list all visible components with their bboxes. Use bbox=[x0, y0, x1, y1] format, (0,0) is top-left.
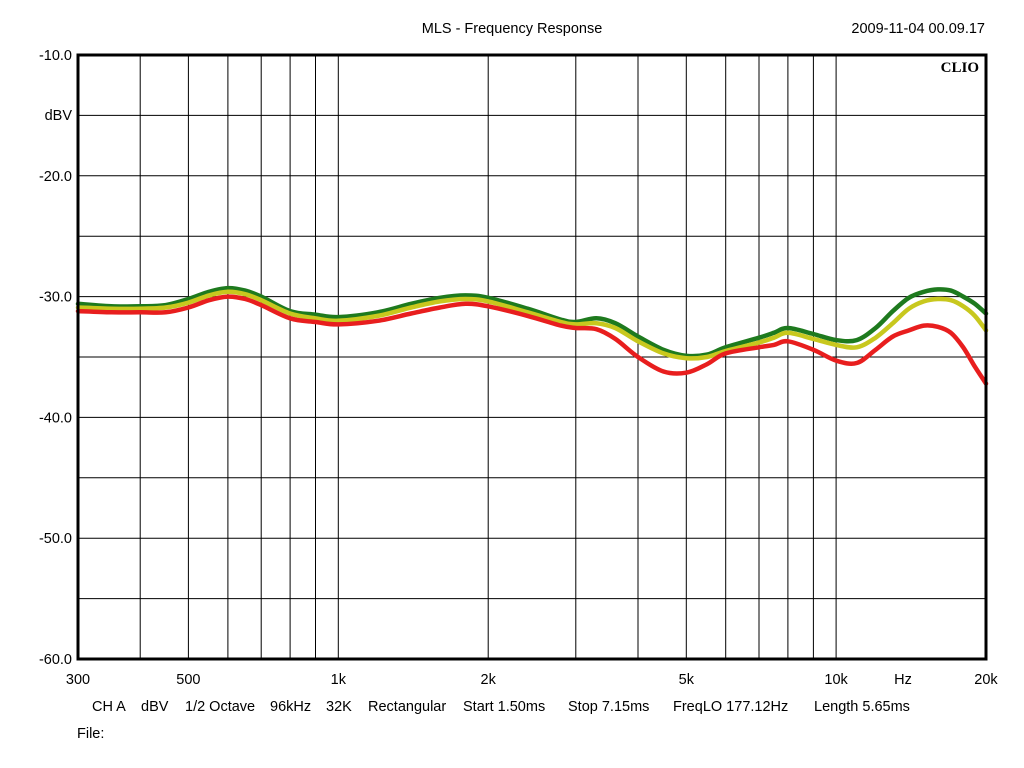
y-tick-label: -60.0 bbox=[39, 652, 72, 668]
status-unit: dBV bbox=[141, 699, 169, 715]
x-tick-label: 500 bbox=[176, 672, 200, 688]
status-size: 32K bbox=[326, 699, 352, 715]
y-axis-unit-label: dBV bbox=[45, 108, 73, 124]
file-label: File: bbox=[77, 726, 104, 742]
status-sample-rate: 96kHz bbox=[270, 699, 311, 715]
x-tick-labels: 300 500 1k 2k 5k 10k 20k bbox=[66, 672, 999, 688]
chart-timestamp: 2009-11-04 00.09.17 bbox=[851, 21, 985, 37]
x-axis-unit-label: Hz bbox=[894, 672, 912, 688]
status-channel: CH A bbox=[92, 699, 126, 715]
y-tick-label: -20.0 bbox=[39, 169, 72, 185]
x-tick-label: 5k bbox=[679, 672, 695, 688]
x-tick-label: 10k bbox=[824, 672, 848, 688]
y-tick-label: -40.0 bbox=[39, 410, 72, 426]
status-freq-lo: FreqLO 177.12Hz bbox=[673, 699, 788, 715]
series-line-3 bbox=[75, 294, 989, 386]
status-stop: Stop 7.15ms bbox=[568, 699, 649, 715]
x-tick-label: 300 bbox=[66, 672, 90, 688]
status-start: Start 1.50ms bbox=[463, 699, 545, 715]
status-window: Rectangular bbox=[368, 699, 446, 715]
y-tick-label: -50.0 bbox=[39, 531, 72, 547]
series-line-1 bbox=[75, 285, 989, 359]
y-tick-label: -30.0 bbox=[39, 290, 72, 306]
series-line-2 bbox=[75, 289, 989, 361]
status-smoothing: 1/2 Octave bbox=[185, 699, 255, 715]
clio-logo: CLIO bbox=[941, 60, 979, 76]
y-tick-label: -10.0 bbox=[39, 48, 72, 64]
x-tick-label: 2k bbox=[481, 672, 497, 688]
y-tick-labels: -10.0 -20.0 -30.0 -40.0 -50.0 -60.0 bbox=[39, 48, 72, 668]
plot-frame bbox=[76, 53, 988, 661]
series-group bbox=[75, 285, 989, 386]
chart-title: MLS - Frequency Response bbox=[422, 21, 603, 37]
status-length: Length 5.65ms bbox=[814, 699, 910, 715]
grid bbox=[78, 54, 986, 660]
x-tick-label: 20k bbox=[974, 672, 998, 688]
x-tick-label: 1k bbox=[331, 672, 347, 688]
status-bar: CH A dBV 1/2 Octave 96kHz 32K Rectangula… bbox=[92, 699, 910, 715]
